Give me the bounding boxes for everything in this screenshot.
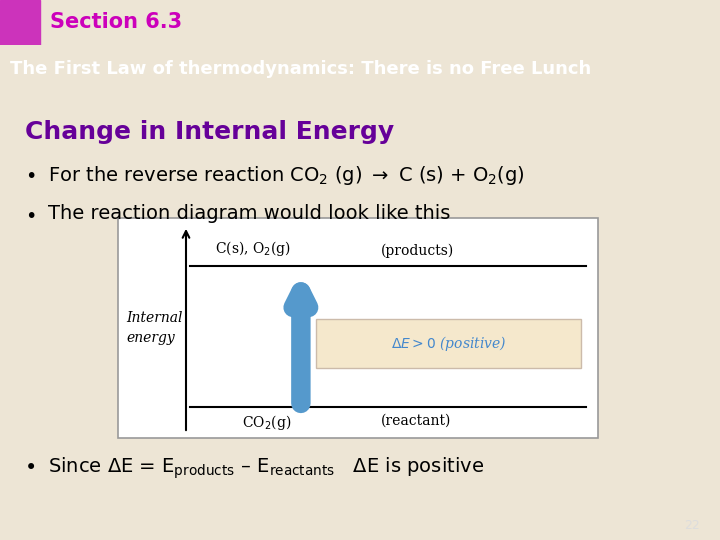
Bar	[316, 319, 581, 368]
Text: •: •	[25, 458, 37, 478]
Text: Since $\Delta$E = E$_{\mathrm{products}}$ – E$_{\mathrm{reactants}}$   $\Delta$E: Since $\Delta$E = E$_{\mathrm{products}}…	[48, 455, 484, 481]
Bar	[118, 218, 598, 438]
Text: The reaction diagram would look like this: The reaction diagram would look like thi…	[48, 204, 451, 223]
Bar	[0, 0, 40, 45]
Text: $\Delta E > 0$ (positive): $\Delta E > 0$ (positive)	[391, 334, 506, 353]
Text: CO$_2$(g): CO$_2$(g)	[242, 413, 291, 432]
Text: Change in Internal Energy: Change in Internal Energy	[25, 120, 394, 144]
Text: For the reverse reaction CO$_2$ (g) $\rightarrow$ C (s) + O$_2$(g): For the reverse reaction CO$_2$ (g) $\ri…	[48, 164, 525, 187]
Text: (products): (products)	[381, 244, 454, 259]
Text: The First Law of thermodynamics: There is no Free Lunch: The First Law of thermodynamics: There i…	[10, 59, 591, 78]
Text: •: •	[25, 167, 37, 186]
Text: 22: 22	[684, 519, 700, 532]
Text: •: •	[25, 207, 37, 226]
Text: (reactant): (reactant)	[381, 413, 451, 427]
Text: Section 6.3: Section 6.3	[50, 12, 182, 32]
Text: C(s), O$_2$(g): C(s), O$_2$(g)	[215, 239, 291, 259]
Text: Internal
energy: Internal energy	[126, 311, 182, 345]
